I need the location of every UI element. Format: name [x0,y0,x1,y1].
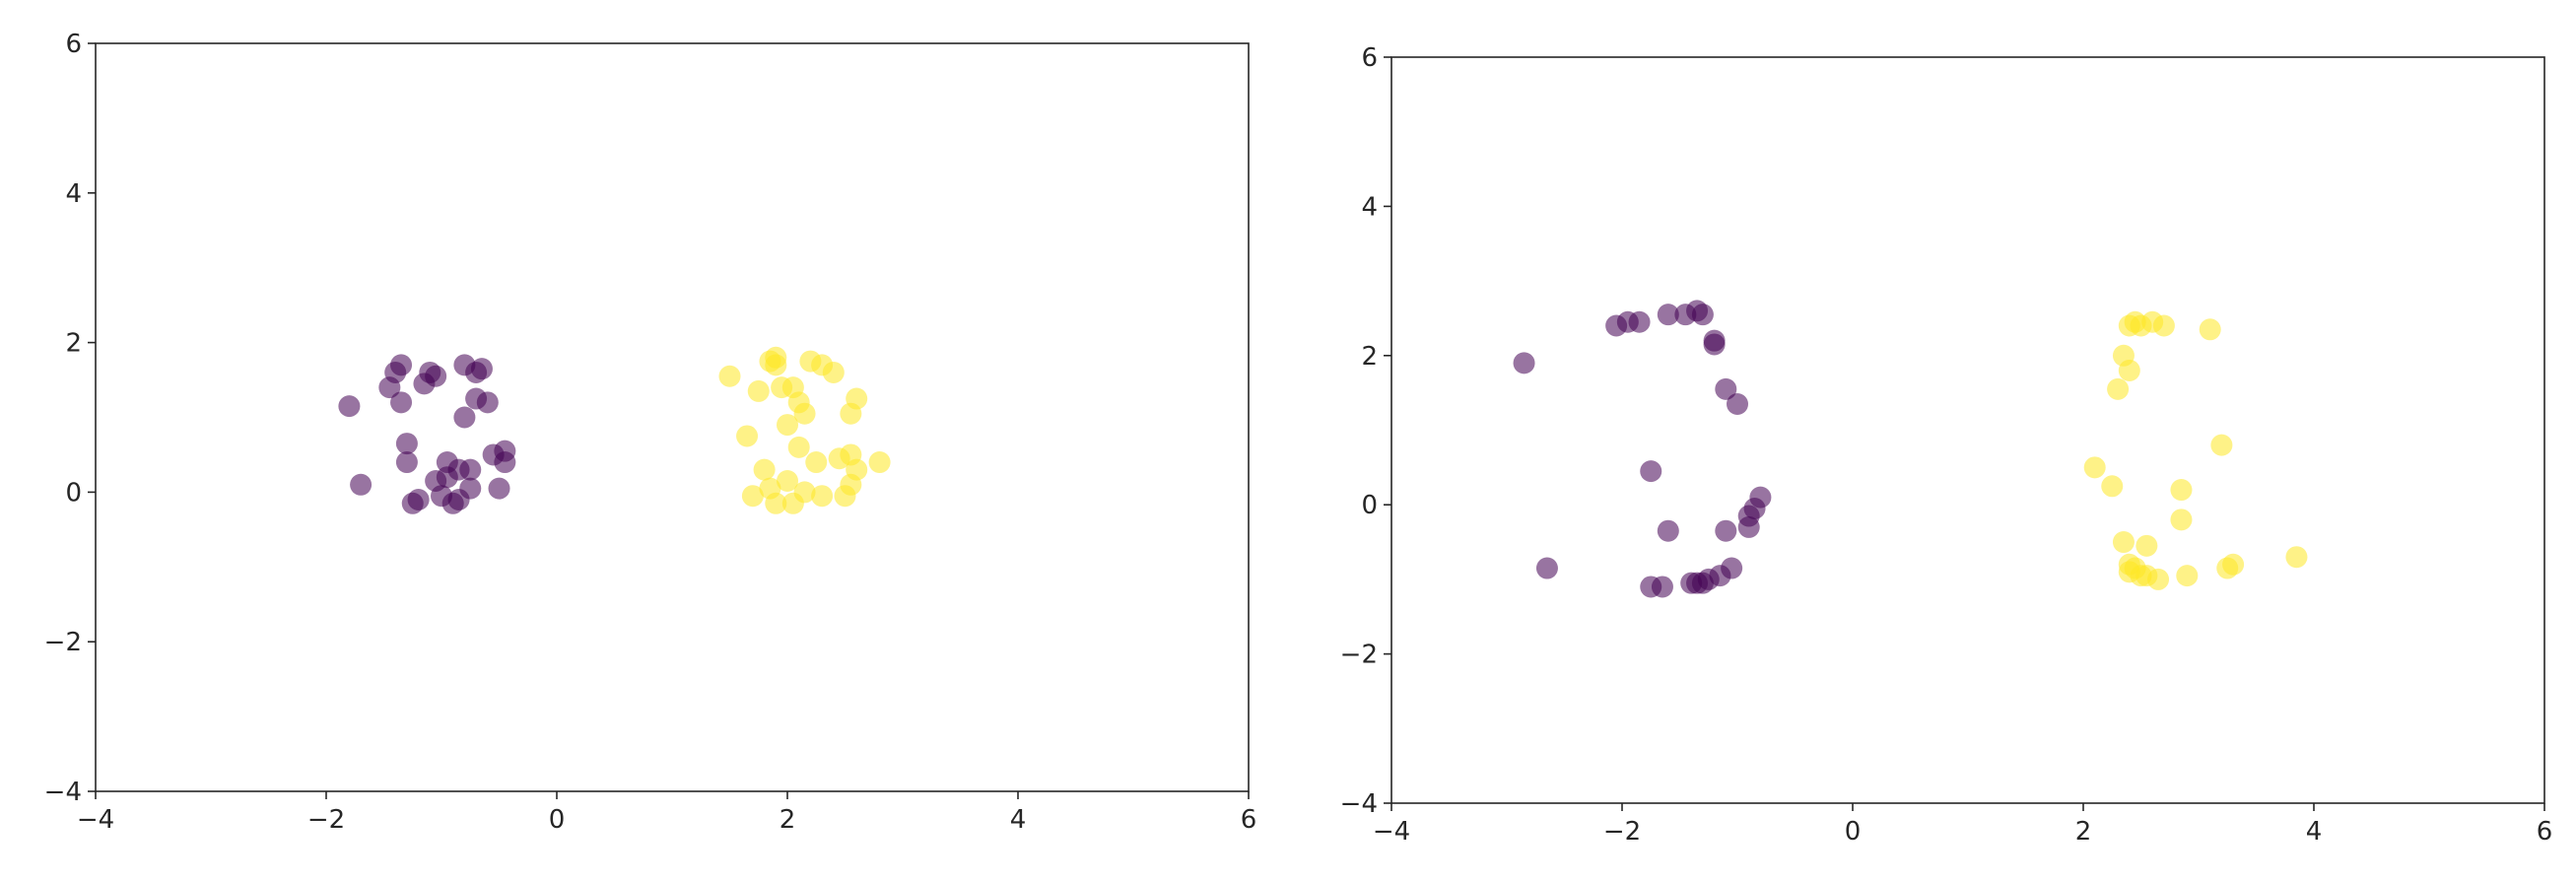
point-right-s1-25 [2135,565,2158,587]
point-left-s1-14 [787,436,810,458]
point-right-s0-25 [1749,486,1772,509]
scatter-plot-left: −4 −2 0 2 4 6 −4 −2 0 2 4 6 [44,30,1257,835]
point-left-s1-20 [811,485,834,508]
x-tick-label-right-5: 6 [2537,817,2553,847]
point-left-s1-2 [741,485,764,508]
point-right-s0-12 [1691,304,1714,326]
point-right-s0-19 [1715,377,1737,400]
scatter-plot-right: −4 −2 0 2 4 6 −4 −2 0 2 4 6 [1340,43,2553,847]
x-tick-label-right-0: −4 [1373,817,1410,847]
x-tick-label-right-1: −2 [1603,817,1641,847]
point-left-s1-31 [777,470,798,493]
point-right-s1-6 [2118,359,2140,381]
point-left-s1-3 [747,379,770,402]
x-tick-label-left-0: −4 [77,805,114,835]
point-left-s1-4 [753,458,776,481]
point-left-s0-23 [470,358,493,380]
point-left-s1-15 [793,402,816,425]
x-tick-label-left-5: 6 [1241,805,1257,835]
point-left-s1-27 [846,387,868,410]
point-left-s0-0 [338,395,361,418]
point-left-s0-30 [447,488,470,510]
point-left-s0-28 [494,451,516,474]
point-left-s0-1 [350,473,373,496]
y-tick-label-left-1: −2 [44,628,82,657]
point-left-s1-10 [777,414,798,437]
y-tick-label-right-5: 6 [1361,43,1378,73]
point-right-s1-12 [2135,534,2158,557]
point-right-s1-18 [2176,565,2199,587]
y-tick-label-right-1: −2 [1340,641,1378,670]
point-left-s0-7 [395,451,418,474]
point-left-s1-0 [718,365,741,387]
x-tick-label-left-3: 2 [780,805,796,835]
x-tick-label-right-3: 2 [2075,817,2092,847]
point-right-s1-17 [2170,509,2193,531]
point-left-s1-30 [759,477,781,500]
point-right-s0-26 [1703,329,1726,352]
point-left-s0-29 [401,492,424,514]
point-left-s1-29 [868,451,891,474]
point-left-s0-20 [459,458,482,481]
x-tick-label-left-4: 4 [1010,805,1027,835]
point-right-s1-15 [2152,314,2175,337]
point-right-s0-20 [1721,557,1743,579]
point-left-s1-18 [805,451,828,474]
point-right-s0-27 [1680,572,1703,594]
point-left-s0-24 [476,391,499,414]
point-right-s0-7 [1651,576,1673,598]
point-right-s0-1 [1535,557,1558,579]
point-right-s1-0 [2083,456,2106,479]
axes-frame-left [95,42,1250,792]
x-tick-label-left-2: 0 [549,805,566,835]
point-left-s0-18 [453,406,476,429]
point-right-s0-18 [1715,519,1737,542]
point-left-s0-4 [390,354,413,376]
point-left-s0-11 [425,365,447,387]
point-left-s1-16 [793,481,816,504]
y-tick-label-left-5: 6 [65,30,82,59]
point-right-s1-20 [2210,434,2233,456]
point-right-s1-22 [2222,553,2245,576]
point-left-s1-28 [846,458,868,481]
point-left-s0-5 [390,391,413,414]
y-tick-label-left-0: −4 [44,778,82,807]
x-tick-label-right-4: 4 [2306,817,2323,847]
point-left-s0-31 [425,470,447,493]
point-right-s0-5 [1640,460,1662,483]
y-tick-label-left-4: 4 [65,179,82,209]
y-tick-label-right-2: 0 [1361,491,1378,520]
point-left-s1-1 [736,425,759,447]
x-tick-label-right-2: 0 [1845,817,1862,847]
y-tick-label-right-4: 4 [1361,192,1378,222]
x-tick-label-left-1: −2 [307,805,345,835]
points-right [1513,300,2308,598]
point-right-s0-4 [1628,310,1651,333]
point-right-s1-19 [2199,318,2221,341]
axes-frame-right [1390,56,2545,804]
point-right-s1-2 [2107,377,2130,400]
point-left-s1-7 [765,354,787,376]
point-right-s0-9 [1657,519,1679,542]
y-tick-label-right-3: 2 [1361,342,1378,372]
point-right-s1-23 [2285,546,2308,569]
point-right-s1-16 [2170,479,2193,502]
point-right-s0-21 [1727,393,1748,416]
point-left-s0-26 [488,477,510,500]
y-tick-label-right-0: −4 [1340,789,1378,819]
points-left [338,346,891,514]
y-tick-label-left-2: 0 [65,478,82,508]
point-right-s0-8 [1657,304,1679,326]
point-left-s1-21 [822,361,845,383]
point-right-s1-4 [2112,531,2135,554]
point-left-s0-6 [395,433,418,455]
point-right-s1-1 [2101,475,2124,498]
point-right-s0-0 [1513,352,1535,374]
y-tick-label-left-3: 2 [65,329,82,359]
